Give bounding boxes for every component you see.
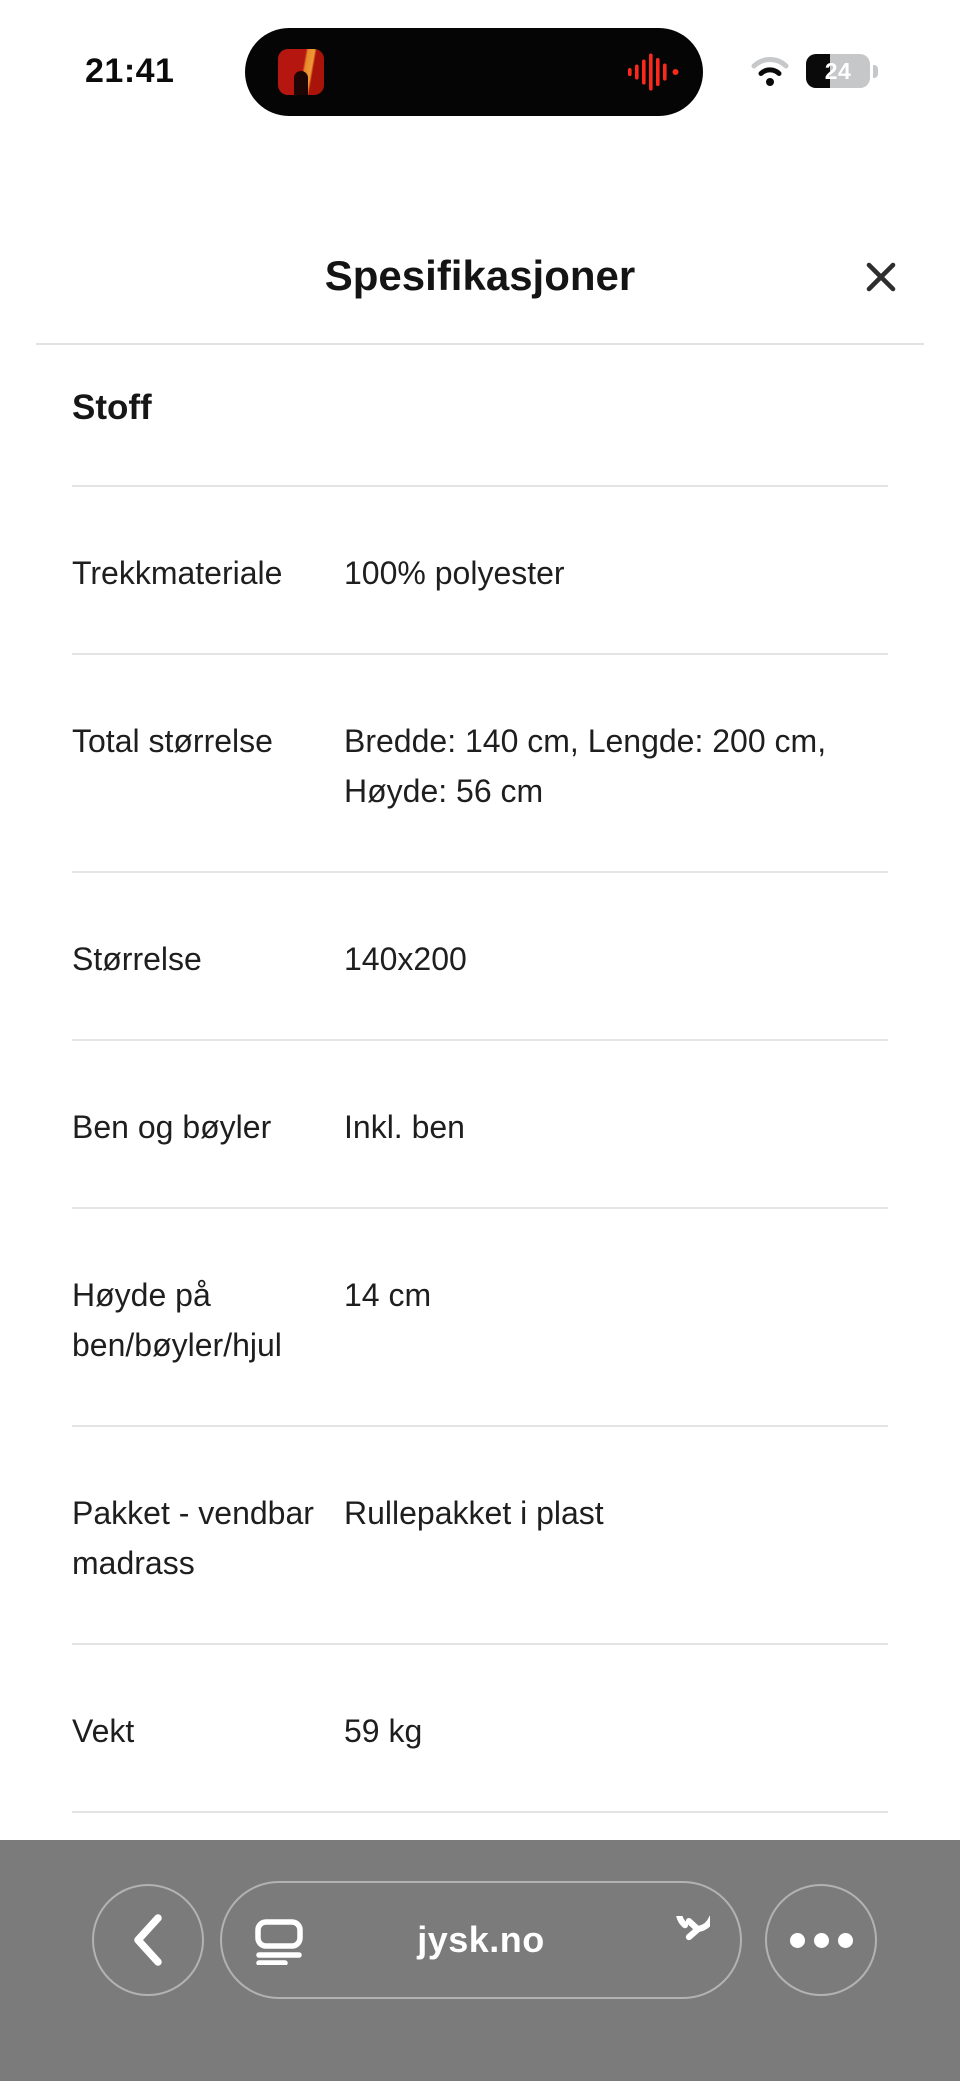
spec-row: Pakket - vendbar madrass Rullepakket i pl…	[72, 1427, 888, 1645]
spec-value: Inkl. ben	[344, 1109, 465, 1145]
battery-icon: 24	[806, 54, 880, 88]
reader-page-icon[interactable]	[255, 1919, 303, 1965]
header-divider	[36, 343, 924, 345]
ellipsis-icon	[789, 1932, 853, 1948]
status-time: 21:41	[85, 52, 175, 90]
section-heading: Stoff	[72, 345, 888, 487]
dynamic-island[interactable]	[245, 28, 703, 116]
back-button[interactable]	[92, 1884, 204, 1996]
battery-percent: 24	[824, 58, 852, 84]
chevron-left-icon	[134, 1914, 162, 1966]
close-button[interactable]	[854, 250, 908, 304]
spec-label: Høyde på ben/bøyler/hjul	[72, 1277, 282, 1363]
spec-label: Vekt	[72, 1713, 135, 1749]
status-bar: 21:41 24	[0, 0, 960, 160]
battery-fill	[806, 54, 830, 88]
spec-value: Bredde: 140 cm, Lengde: 200 cm, Høyde: 5…	[344, 723, 827, 809]
spec-value: 100% polyester	[344, 555, 565, 591]
battery-nub	[873, 65, 878, 78]
spec-value: Rullepakket i plast	[344, 1495, 604, 1531]
spec-row: Total størrelse Bredde: 140 cm, Lengde: 2…	[72, 655, 888, 873]
spec-label: Ben og bøyler	[72, 1109, 272, 1145]
address-bar[interactable]: jysk.no	[220, 1881, 742, 1999]
close-icon	[866, 262, 896, 292]
reload-icon[interactable]	[660, 1916, 710, 1966]
more-button[interactable]	[765, 1884, 877, 1996]
modal-title: Spesifikasjoner	[324, 252, 636, 299]
specs-table: Stoff Trekkmateriale 100% polyester Total …	[72, 345, 888, 1813]
spec-row: Trekkmateriale 100% polyester	[72, 487, 888, 655]
spec-label: Pakket - vendbar madrass	[72, 1495, 314, 1581]
spec-rows: Trekkmateriale 100% polyester Total større…	[72, 487, 888, 1813]
spec-row: Vekt 59 kg	[72, 1645, 888, 1813]
spec-label: Trekkmateriale	[72, 555, 283, 591]
wifi-icon	[751, 57, 789, 86]
spec-row: Ben og bøyler Inkl. ben	[72, 1041, 888, 1209]
spec-label: Størrelse	[72, 941, 202, 977]
url-text[interactable]: jysk.no	[417, 1919, 545, 1960]
spec-row: Størrelse 140x200	[72, 873, 888, 1041]
spec-value: 14 cm	[344, 1277, 432, 1313]
browser-toolbar: jysk.no	[0, 1840, 960, 2081]
spec-value: 140x200	[344, 941, 467, 977]
spec-label: Total størrelse	[72, 723, 273, 759]
audio-waveform-icon	[628, 53, 679, 91]
now-playing-album-art-icon	[278, 49, 324, 95]
spec-row: Høyde på ben/bøyler/hjul 14 cm	[72, 1209, 888, 1427]
spec-value: 59 kg	[344, 1713, 423, 1749]
